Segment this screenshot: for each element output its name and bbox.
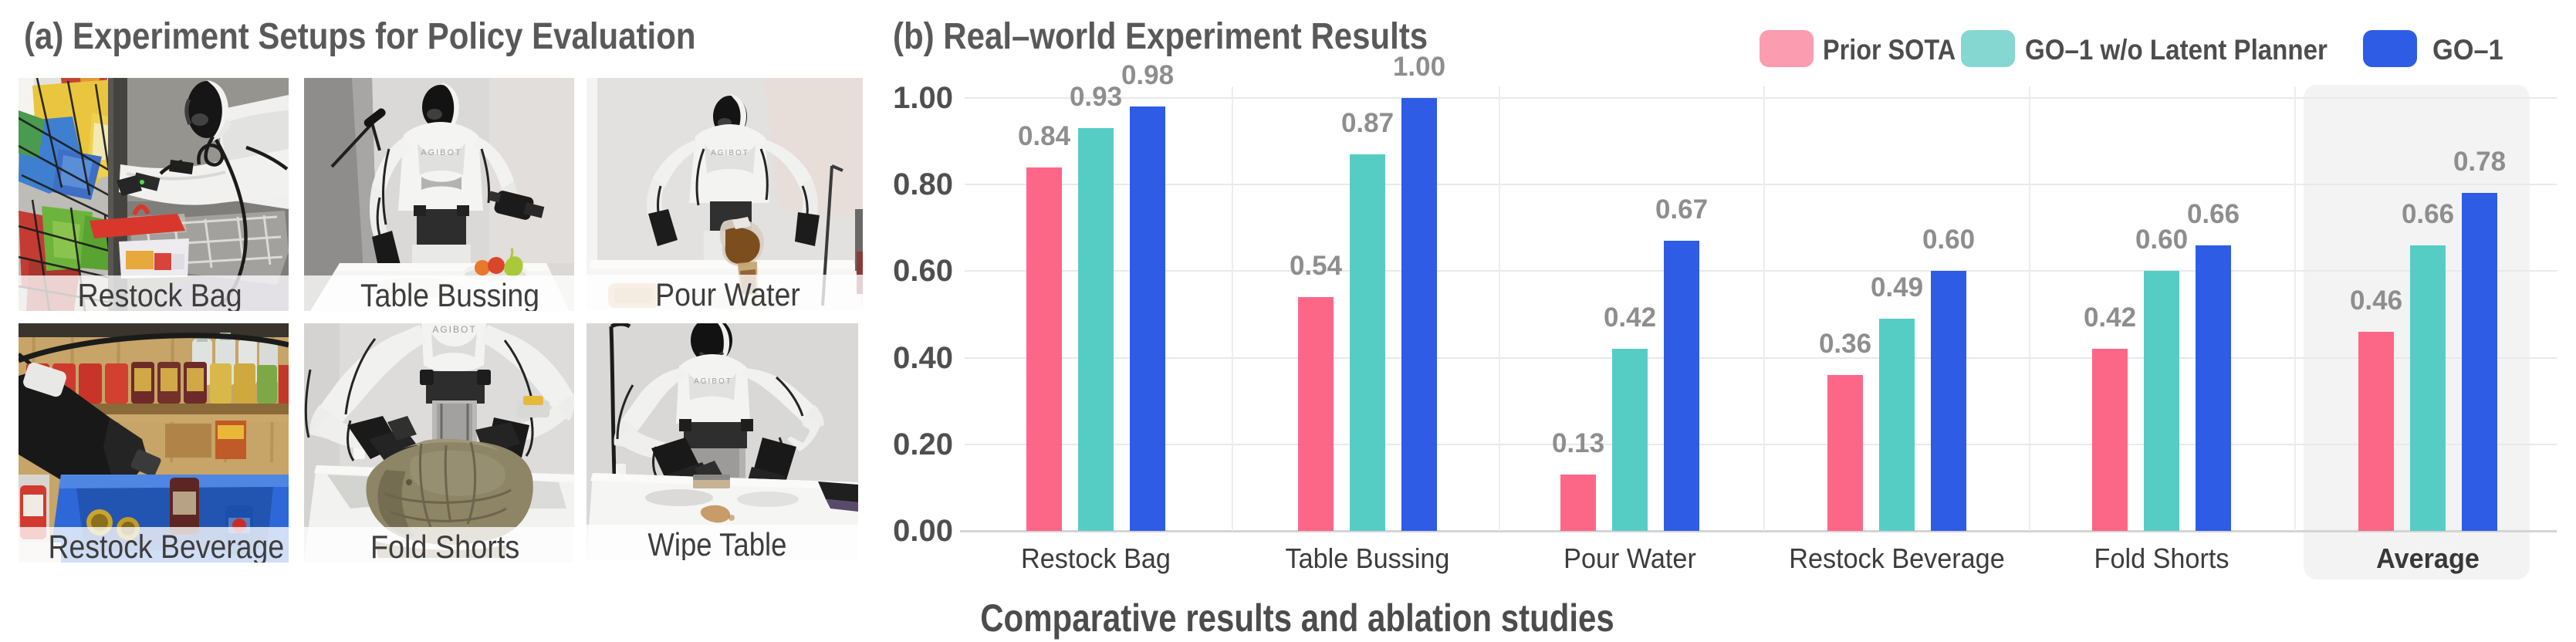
svg-text:AGIBOT: AGIBOT <box>694 377 732 386</box>
svg-text:AGIBOT: AGIBOT <box>432 324 476 335</box>
svg-text:AGIBOT: AGIBOT <box>421 148 462 157</box>
svg-text:AGIBOT: AGIBOT <box>711 149 749 157</box>
